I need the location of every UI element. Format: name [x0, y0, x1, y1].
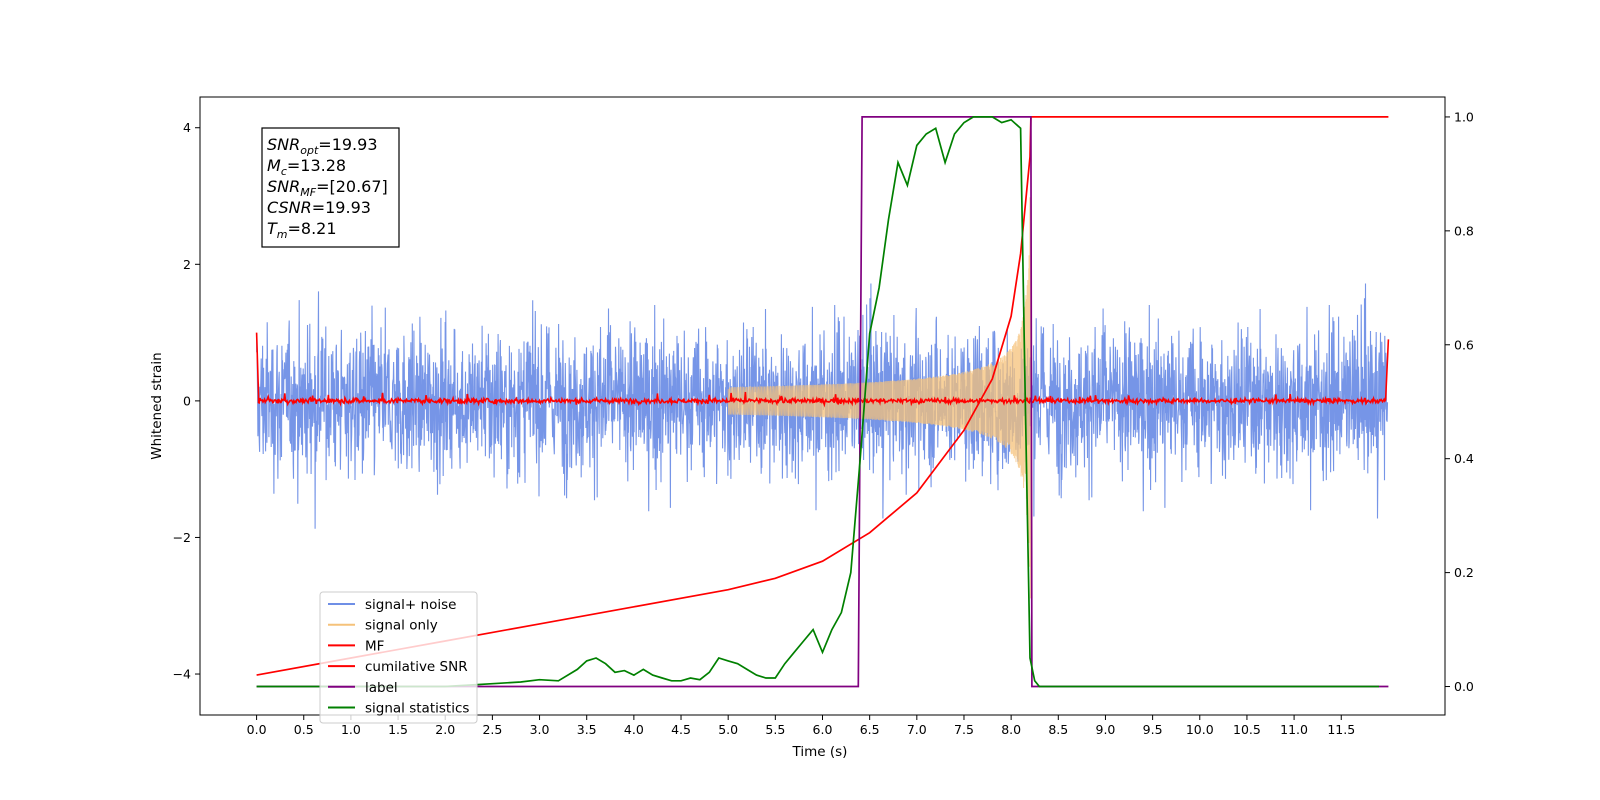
plot-area — [255, 116, 1390, 688]
series-signal-statistics — [256, 116, 1379, 688]
annotation-frame — [261, 127, 400, 248]
x-tick-label: 0.5 — [294, 722, 314, 737]
y-right-tick-label: 0.4 — [1454, 451, 1474, 466]
x-tick-label: 2.0 — [435, 722, 455, 737]
y-axis-label: Whitened strain — [149, 352, 165, 459]
y-right-tick-label: 0.6 — [1454, 337, 1474, 352]
x-tick-label: 11.5 — [1327, 722, 1355, 737]
x-tick-label: 10.5 — [1233, 722, 1261, 737]
x-tick-label: 0.0 — [247, 722, 267, 737]
y-left-tick-label: 2 — [183, 257, 191, 272]
legend-entry-label: signal only — [365, 618, 438, 634]
legend-entry-label: signal+ noise — [365, 597, 456, 613]
x-tick-label: 5.0 — [718, 722, 738, 737]
x-axis: 0.0 0.5 1.0 1.5 2.0 2.5 3.0 3.5 4.0 4.5 5.0 5.5 6.0 6… — [247, 715, 1355, 737]
x-tick-label: 8.0 — [1001, 722, 1021, 737]
legend-entry-label: cumilative SNR — [365, 659, 468, 675]
annotation-line: SNRopt=19.93 — [267, 135, 378, 157]
x-tick-label: 10.0 — [1186, 722, 1214, 737]
annotation-line: Tm=8.21 — [267, 219, 337, 241]
x-tick-label: 9.0 — [1096, 722, 1116, 737]
legend-entry-label: MF — [365, 638, 384, 654]
x-tick-label: 4.0 — [624, 722, 644, 737]
x-tick-label: 9.5 — [1143, 722, 1163, 737]
series-mf — [255, 332, 1390, 408]
y-left-tick-label: 0 — [183, 393, 191, 408]
y-left-tick-label: 4 — [183, 120, 191, 135]
x-tick-label: 6.5 — [860, 722, 880, 737]
x-axis-label: Time (s) — [792, 744, 848, 760]
y-axis-left: −4 −2 0 2 4 — [173, 120, 200, 682]
x-tick-label: 2.5 — [482, 722, 502, 737]
x-tick-label: 3.0 — [530, 722, 550, 737]
legend-frame — [319, 591, 478, 724]
y-right-tick-label: 0.0 — [1454, 679, 1474, 694]
legend: signal+ noise signal only MF cumilative SNR… — [319, 591, 478, 724]
x-tick-label: 4.5 — [671, 722, 691, 737]
legend-entry-label: label — [365, 680, 398, 696]
y-left-tick-label: −2 — [173, 530, 191, 545]
x-tick-label: 7.0 — [907, 722, 927, 737]
y-right-tick-label: 0.2 — [1454, 565, 1474, 580]
y-axis-right: 0.0 0.2 0.4 0.6 0.8 1.0 — [1445, 109, 1474, 694]
y-left-tick-label: −4 — [173, 667, 191, 682]
x-tick-label: 11.0 — [1280, 722, 1308, 737]
x-tick-label: 3.5 — [577, 722, 597, 737]
x-tick-label: 7.5 — [954, 722, 974, 737]
stats-annotation-box: SNRopt=19.93Mc=13.28SNRMF=[20.67]CSNR=19… — [261, 127, 400, 248]
y-right-tick-label: 0.8 — [1454, 223, 1474, 238]
annotation-line: CSNR=19.93 — [267, 198, 371, 217]
annotation-line: Mc=13.28 — [267, 156, 346, 178]
legend-entry-label: signal statistics — [365, 701, 469, 717]
x-tick-label: 1.5 — [388, 722, 408, 737]
x-tick-label: 6.0 — [813, 722, 833, 737]
x-tick-label: 8.5 — [1048, 722, 1068, 737]
x-tick-label: 5.5 — [765, 722, 785, 737]
annotation-line: SNRMF=[20.67] — [267, 177, 388, 199]
x-tick-label: 1.0 — [341, 722, 361, 737]
series-signal-plus-noise — [256, 283, 1389, 529]
y-right-tick-label: 1.0 — [1454, 109, 1474, 124]
